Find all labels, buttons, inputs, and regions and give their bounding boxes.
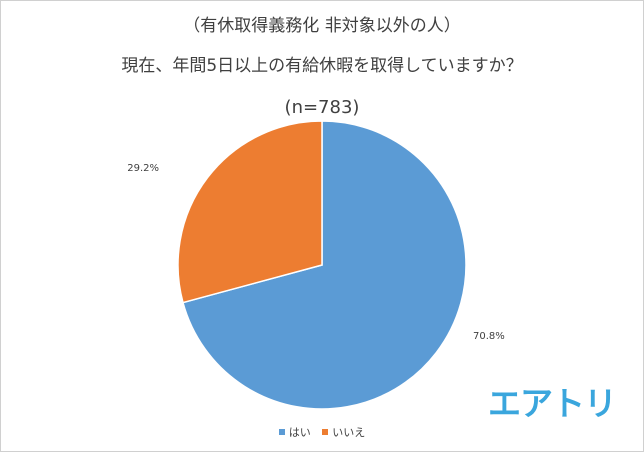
data-label-yes: 70.8% [473, 331, 505, 342]
pie-slice-yes [182, 120, 467, 410]
logo-text: エアトリ [488, 384, 613, 422]
legend-item-no: いいえ [322, 424, 365, 440]
legend-label-no: いいえ [332, 426, 366, 439]
legend-swatch-yes [278, 429, 285, 435]
legend-swatch-no [322, 429, 329, 435]
airtrip-logo: エアトリ [488, 384, 613, 422]
chart-legend: はい いいえ [1, 424, 643, 440]
data-label-no: 29.2% [127, 163, 159, 174]
legend-label-yes: はい [288, 426, 311, 439]
legend-item-yes: はい [278, 424, 311, 440]
chart-title-line-2: 現在、年間5日以上の有給休暇を取得していますか？ [121, 56, 523, 76]
chart-title-line-1: （有休取得義務化 非対象以外の人） [183, 16, 461, 36]
pie-slice-no [177, 120, 323, 304]
chart-title-sample-size: (n=783) [284, 97, 360, 118]
